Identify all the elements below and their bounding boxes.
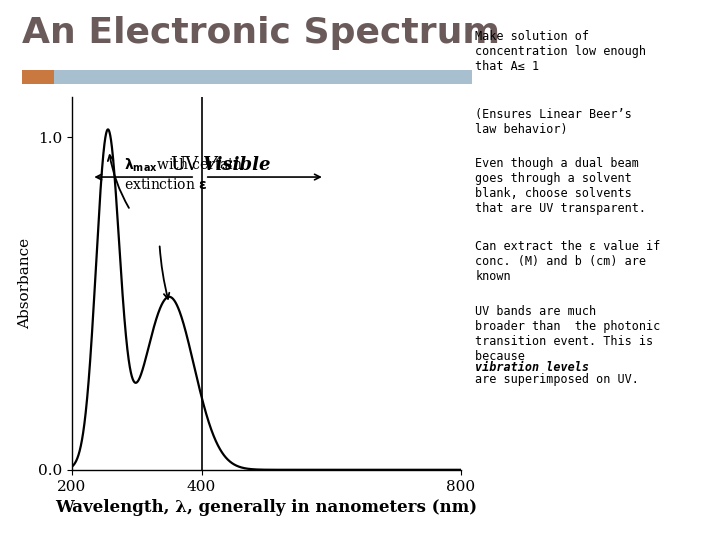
Text: UV: UV [170, 156, 198, 174]
Text: vibration levels: vibration levels [475, 361, 589, 374]
X-axis label: Wavelength, λ, generally in nanometers (nm): Wavelength, λ, generally in nanometers (… [55, 499, 477, 516]
Text: Visible: Visible [202, 156, 270, 174]
Text: An Electronic Spectrum: An Electronic Spectrum [22, 16, 500, 50]
Text: are superimposed on UV.: are superimposed on UV. [475, 373, 639, 386]
Text: Even though a dual beam
goes through a solvent
blank, choose solvents
that are U: Even though a dual beam goes through a s… [475, 157, 647, 214]
Text: $\mathbf{\lambda_{max}}$with certain
extinction $\mathbf{\varepsilon}$: $\mathbf{\lambda_{max}}$with certain ext… [124, 157, 243, 192]
Text: Can extract the ε value if
conc. (M) and b (cm) are
known: Can extract the ε value if conc. (M) and… [475, 240, 660, 284]
Text: UV bands are much
broader than  the photonic
transition event. This is
because: UV bands are much broader than the photo… [475, 305, 660, 363]
Text: Make solution of
concentration low enough
that A≤ 1: Make solution of concentration low enoug… [475, 30, 647, 73]
Y-axis label: Absorbance: Absorbance [19, 238, 32, 329]
Text: (Ensures Linear Beer’s
law behavior): (Ensures Linear Beer’s law behavior) [475, 108, 632, 136]
